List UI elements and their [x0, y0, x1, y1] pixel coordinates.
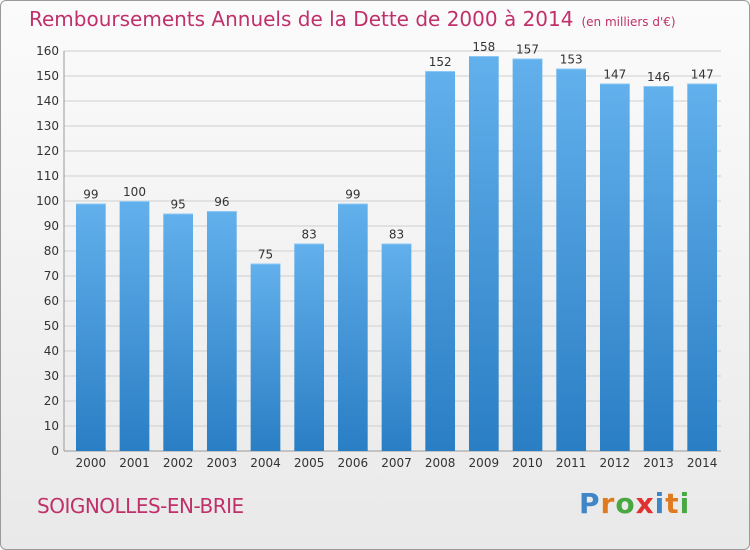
y-tick-label: 140 — [36, 94, 59, 108]
y-tick-label: 130 — [36, 119, 59, 133]
y-tick-label: 90 — [44, 219, 59, 233]
y-tick-label: 160 — [36, 44, 59, 58]
bar — [250, 263, 281, 451]
title-unit: (en milliers d'€) — [581, 15, 676, 29]
bar — [687, 83, 718, 451]
logo-letter: t — [665, 487, 680, 520]
x-tick-label: 2010 — [512, 456, 543, 470]
y-tick-label: 10 — [44, 419, 59, 433]
logo-letter: i — [654, 487, 666, 520]
bar — [206, 211, 237, 451]
bar — [468, 56, 499, 451]
bar — [119, 201, 150, 451]
x-tick-label: 2009 — [469, 456, 500, 470]
logo-letter: x — [635, 487, 655, 520]
y-tick-label: 100 — [36, 194, 59, 208]
bar-value-label: 99 — [83, 188, 98, 202]
bar — [75, 203, 106, 451]
x-tick-label: 2005 — [294, 456, 325, 470]
bar — [599, 83, 630, 451]
y-tick-label: 110 — [36, 169, 59, 183]
bar-value-label: 75 — [258, 248, 273, 262]
x-tick-label: 2008 — [425, 456, 456, 470]
y-tick-label: 60 — [44, 294, 59, 308]
bar-value-label: 96 — [214, 195, 229, 209]
bar-value-label: 146 — [647, 70, 670, 84]
x-tick-label: 2013 — [643, 456, 674, 470]
logo-letter: P — [579, 487, 601, 520]
bar-value-label: 152 — [429, 55, 452, 69]
x-tick-label: 2003 — [207, 456, 238, 470]
x-tick-label: 2011 — [556, 456, 587, 470]
y-tick-label: 20 — [44, 394, 59, 408]
x-axis: 2000 2001 2002 2003 2004 2005 2006 2007 2008 2009… — [76, 456, 718, 470]
bar — [381, 243, 412, 451]
x-tick-label: 2004 — [250, 456, 281, 470]
x-tick-label: 2000 — [76, 456, 107, 470]
x-tick-label: 2014 — [687, 456, 718, 470]
y-tick-label: 40 — [44, 344, 59, 358]
bar — [556, 68, 587, 451]
commune-name: SOIGNOLLES-EN-BRIE — [37, 494, 244, 518]
logo-letter: r — [600, 487, 616, 520]
x-tick-label: 2012 — [600, 456, 631, 470]
y-tick-label: 50 — [44, 319, 59, 333]
y-tick-label: 0 — [51, 444, 59, 458]
bar-value-label: 147 — [691, 68, 714, 82]
y-tick-label: 30 — [44, 369, 59, 383]
title-text: Remboursements Annuels de la Dette de 20… — [29, 7, 574, 31]
y-tick-label: 70 — [44, 269, 59, 283]
bar — [512, 58, 543, 451]
bar-value-label: 153 — [560, 53, 583, 67]
bar-value-label: 83 — [389, 228, 404, 242]
bar — [163, 213, 194, 451]
bars: 99 100 95 96 75 83 99 83 152 158 157 153 147 146 147 — [75, 40, 718, 451]
bar-value-label: 95 — [171, 198, 186, 212]
y-tick-label: 80 — [44, 244, 59, 258]
bar — [337, 203, 368, 451]
bar — [425, 71, 456, 451]
bar-value-label: 100 — [123, 185, 146, 199]
bar — [294, 243, 325, 451]
x-tick-label: 2006 — [338, 456, 369, 470]
bar-value-label: 158 — [472, 40, 495, 54]
bar — [643, 86, 674, 451]
bar-value-label: 99 — [345, 188, 360, 202]
y-tick-label: 150 — [36, 69, 59, 83]
bar-value-label: 147 — [603, 68, 626, 82]
logo-letter: o — [615, 487, 636, 520]
x-tick-label: 2001 — [119, 456, 150, 470]
x-tick-label: 2002 — [163, 456, 194, 470]
bar-value-label: 83 — [302, 228, 317, 242]
logo-letter: i — [679, 487, 691, 520]
bar-value-label: 157 — [516, 43, 539, 57]
chart-title: Remboursements Annuels de la Dette de 20… — [29, 7, 676, 31]
y-tick-label: 120 — [36, 144, 59, 158]
proxiti-logo: Proxiti — [579, 487, 690, 520]
x-tick-label: 2007 — [381, 456, 412, 470]
